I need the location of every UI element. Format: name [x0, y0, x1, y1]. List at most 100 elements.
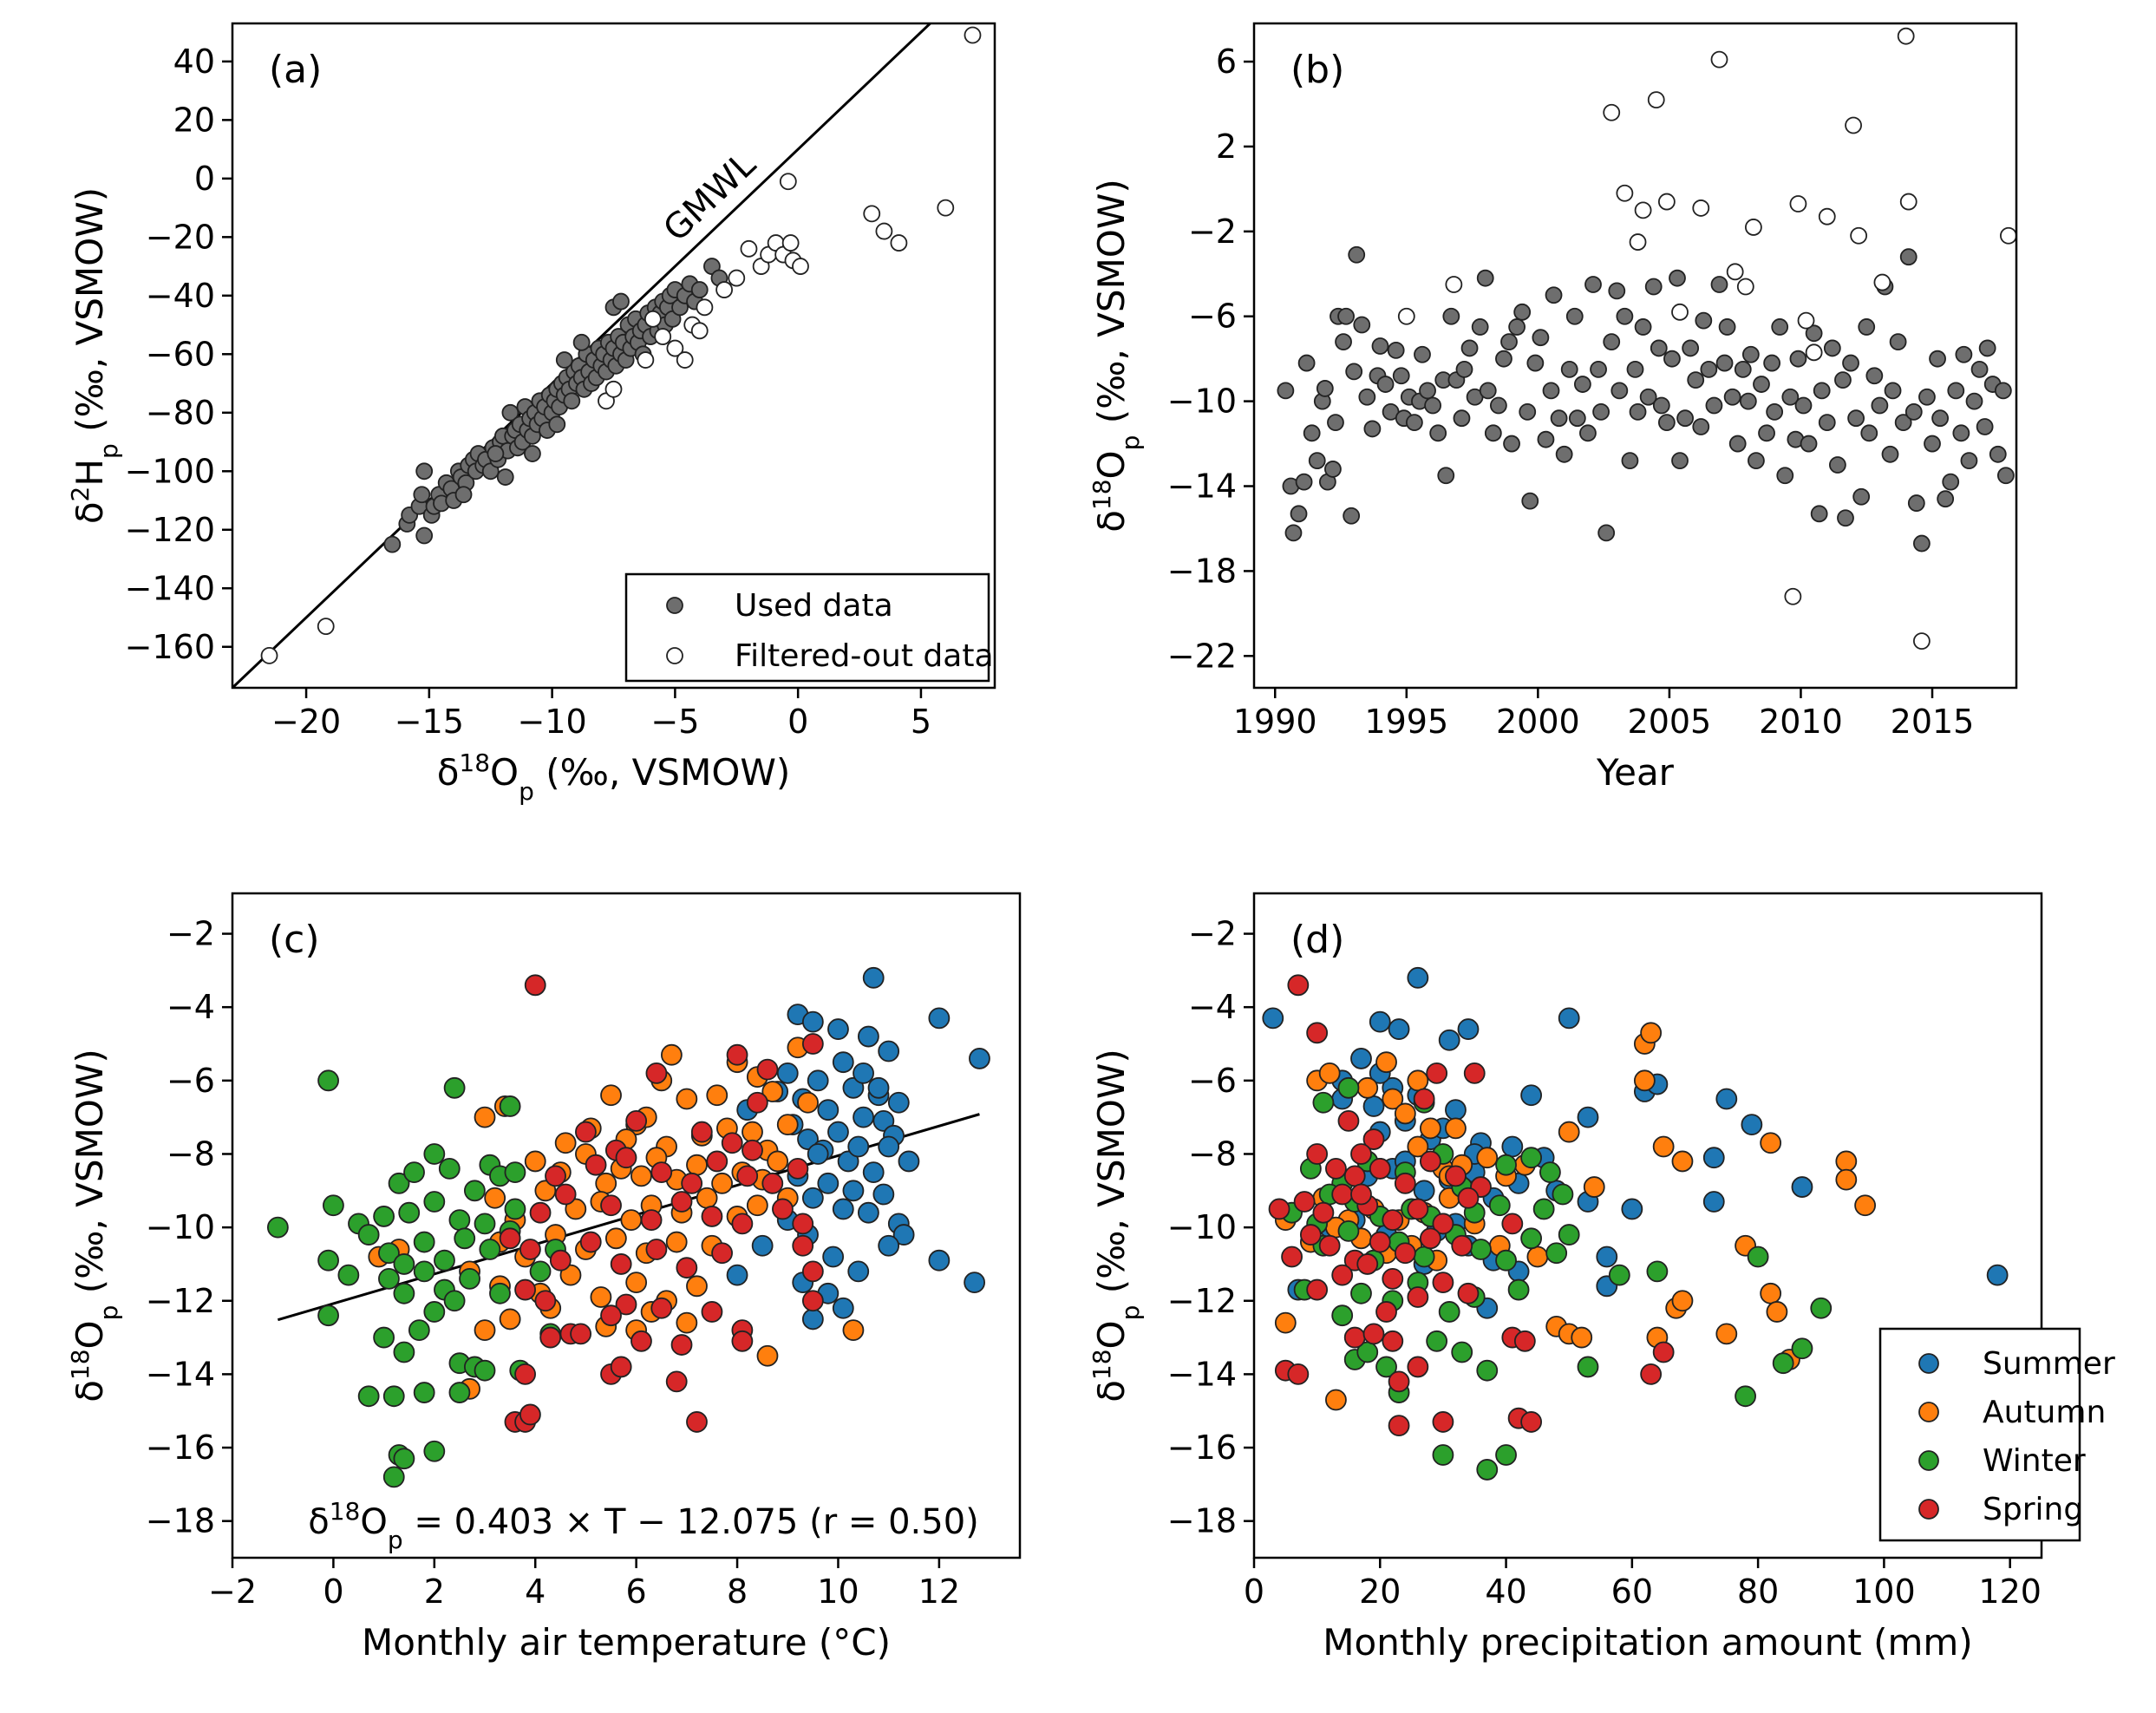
data-point	[1734, 361, 1752, 378]
data-point	[1287, 974, 1310, 997]
data-point	[1728, 435, 1747, 453]
data-point	[801, 1010, 824, 1033]
data-point	[853, 1062, 874, 1084]
data-point	[610, 1253, 632, 1275]
data-point	[415, 526, 434, 545]
data-point	[1579, 424, 1597, 442]
y-axis-label: δ18Op (‰, VSMOW)	[1088, 179, 1145, 533]
data-point	[1500, 333, 1518, 350]
data-point	[1850, 226, 1868, 245]
data-point	[1343, 1326, 1366, 1349]
data-point	[857, 1201, 879, 1224]
series-spring	[499, 974, 824, 1433]
label-part-main: δ	[308, 1502, 329, 1542]
series-spring	[1268, 974, 1675, 1437]
data-point	[696, 1187, 718, 1209]
data-point	[1652, 396, 1670, 415]
regression-equation: δ18Op = 0.403 × T − 12.075 (r = 0.50)	[308, 1497, 979, 1554]
y-tick-label: −160	[125, 628, 215, 666]
data-point	[832, 1297, 854, 1319]
data-point	[1476, 1147, 1499, 1169]
data-point	[625, 1272, 648, 1293]
x-tick-label: 80	[1737, 1572, 1779, 1611]
data-point	[1629, 402, 1647, 421]
label-part-sym: O	[490, 751, 519, 794]
x-tick-label: 0	[1244, 1572, 1264, 1611]
data-point	[1312, 1091, 1335, 1114]
x-tick-label: −5	[650, 703, 699, 741]
y-tick-label: −2	[1188, 212, 1237, 251]
legend-marker	[666, 597, 683, 614]
data-point	[266, 1216, 289, 1239]
data-point	[1715, 1323, 1738, 1345]
data-point	[615, 1293, 637, 1316]
data-point	[1303, 424, 1321, 442]
data-point	[1290, 505, 1308, 523]
y-tick-label: −2	[1188, 915, 1237, 953]
data-point	[847, 1135, 870, 1158]
data-point	[1369, 1231, 1391, 1253]
data-point	[1596, 1246, 1618, 1268]
data-point	[726, 1264, 748, 1286]
data-point	[612, 292, 630, 311]
y-tick-label: −16	[146, 1429, 215, 1467]
label-part-sub: p	[95, 1305, 123, 1321]
data-point	[832, 1198, 854, 1220]
data-point	[448, 1382, 471, 1403]
data-point	[1419, 1150, 1441, 1173]
legend: Used data Filtered-out data	[624, 572, 994, 683]
x-tick-label: 5	[911, 703, 931, 741]
y-tick-label: 2	[1216, 127, 1237, 166]
x-axis-label: Monthly air temperature (°C)	[362, 1621, 891, 1664]
data-point	[1616, 307, 1634, 325]
data-point	[1871, 396, 1889, 415]
data-point	[514, 1278, 536, 1301]
data-point	[382, 1466, 405, 1488]
data-point	[781, 234, 800, 252]
label-part-sup: 18	[1088, 1349, 1116, 1380]
data-point	[706, 1084, 728, 1107]
data-point	[323, 1194, 344, 1217]
data-point	[761, 1172, 784, 1194]
legend-marker	[1918, 1450, 1939, 1471]
panel-label: (a)	[269, 48, 322, 92]
data-point	[1577, 1106, 1599, 1128]
data-point	[317, 1249, 339, 1272]
data-point	[1382, 1330, 1404, 1352]
data-point	[1603, 333, 1621, 350]
data-point	[1369, 1010, 1391, 1033]
data-point	[1873, 273, 1891, 291]
data-point	[1644, 278, 1663, 296]
data-point	[529, 1260, 552, 1283]
data-point	[1791, 1337, 1813, 1360]
data-point	[438, 1158, 461, 1180]
data-point	[1577, 1356, 1599, 1378]
data-point	[797, 1091, 819, 1114]
data-point	[1929, 350, 1946, 368]
data-point	[1356, 1076, 1379, 1099]
data-point	[1784, 587, 1802, 605]
data-point	[1432, 1272, 1454, 1293]
y-tick-label: −12	[1167, 1282, 1237, 1320]
y-tick-label: −18	[1167, 552, 1237, 590]
data-point	[1763, 354, 1781, 372]
data-point	[408, 1319, 430, 1342]
y-tick-label: −100	[125, 452, 215, 490]
panel-b: 1990 1995 2000 2005 2010 2015 6 2 −2 −6 −10 −14 −18 −…	[1088, 22, 2018, 794]
data-point	[489, 1282, 511, 1304]
data-point	[454, 486, 473, 504]
data-point	[1571, 1326, 1593, 1349]
data-point	[1451, 1234, 1473, 1257]
data-point	[665, 1231, 688, 1253]
data-point	[1800, 435, 1818, 453]
data-point	[1508, 318, 1526, 336]
label-part-sup: 18	[1088, 479, 1116, 510]
data-point	[792, 1213, 814, 1235]
data-point	[1262, 1007, 1284, 1030]
data-point	[398, 1201, 421, 1224]
data-point	[1937, 490, 1955, 508]
legend-label: Spring	[1983, 1492, 2083, 1527]
data-point	[1325, 1158, 1347, 1180]
data-point	[832, 1051, 854, 1074]
